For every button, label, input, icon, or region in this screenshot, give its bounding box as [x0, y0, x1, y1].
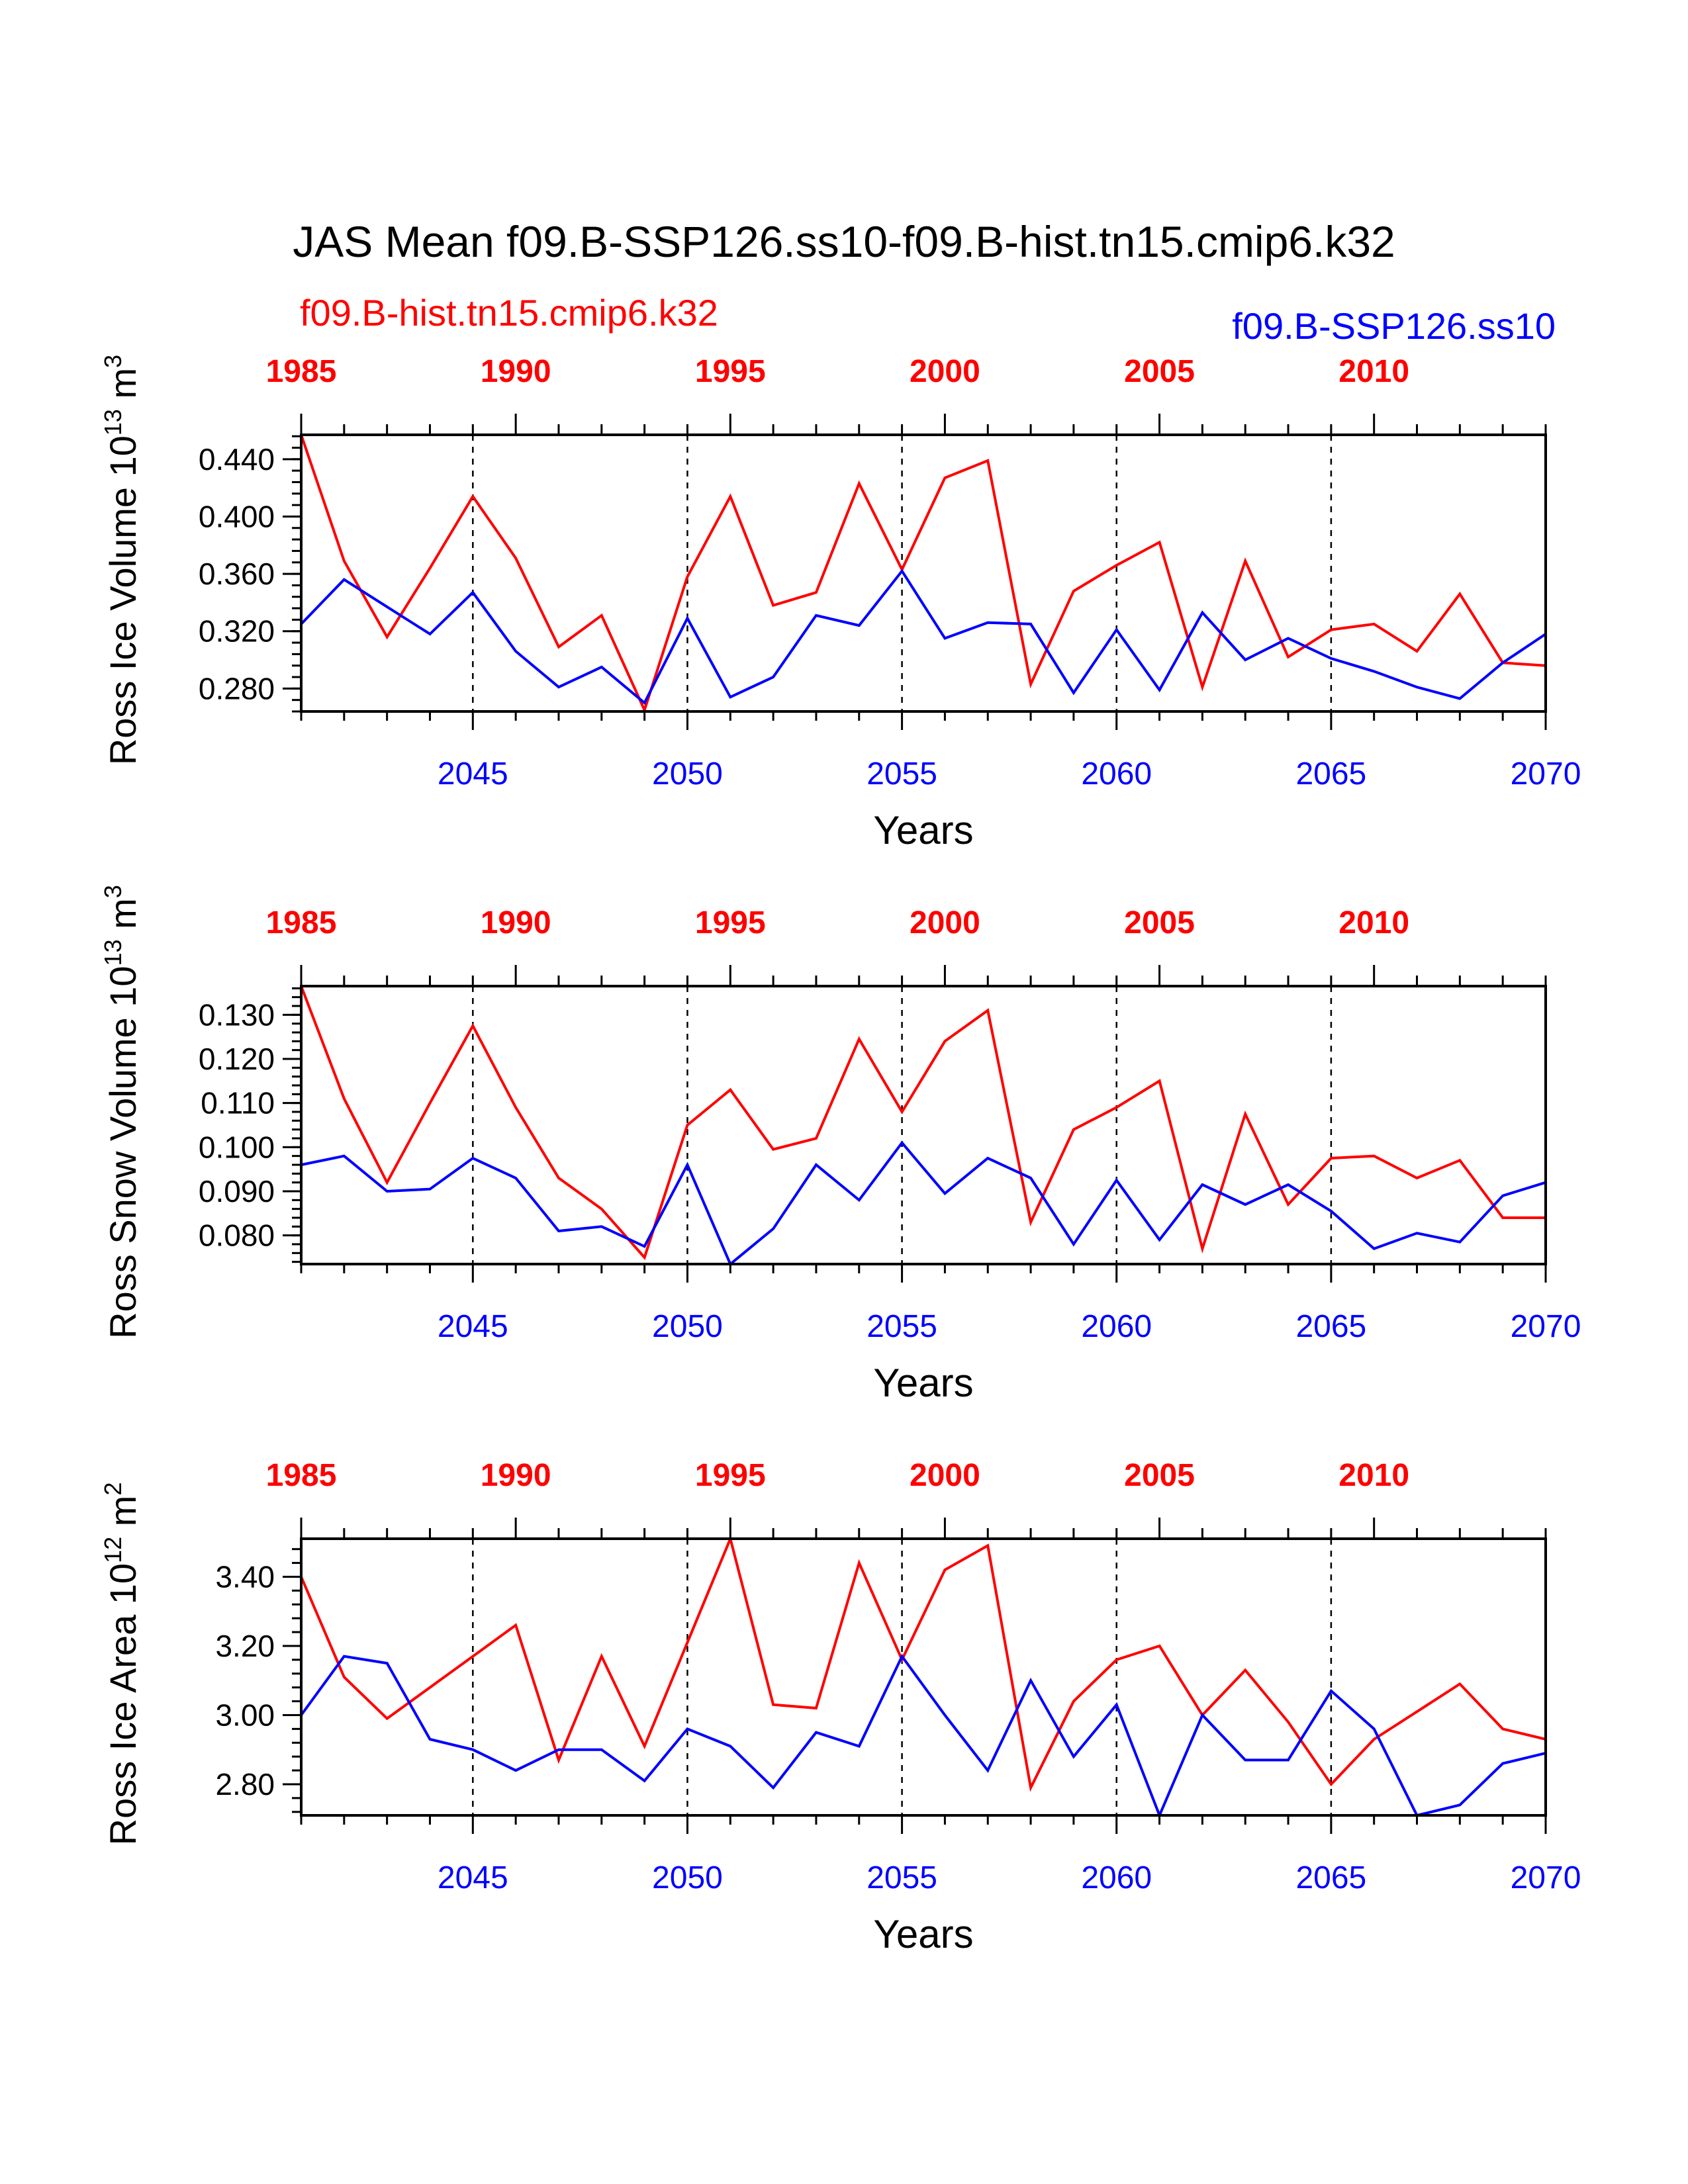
y-tick-label: 0.440	[199, 442, 275, 477]
x-tick-label-bottom: 2055	[867, 1860, 937, 1895]
x-tick-label-bottom: 2045	[438, 756, 508, 792]
y-tick-label: 0.110	[201, 1086, 275, 1120]
x-tick-label-top: 2010	[1338, 905, 1409, 940]
x-tick-label-bottom: 2065	[1295, 1309, 1366, 1344]
panel-2: 2045 2050 2055 2060 2065 2070 1985 1990 1995 2000…	[99, 885, 1581, 1405]
y-tick-label: 0.120	[199, 1042, 275, 1076]
x-tick-label-bottom: 2060	[1081, 756, 1152, 792]
x-tick-label-bottom: 2060	[1081, 1309, 1152, 1344]
x-tick-label-bottom: 2045	[438, 1860, 508, 1895]
x-tick-label-top: 2005	[1124, 1458, 1195, 1493]
x-tick-label-top: 2010	[1338, 354, 1409, 389]
x-tick-label-bottom: 2055	[867, 1309, 937, 1344]
series-line-hist	[300, 434, 1546, 714]
x-tick-label-bottom: 2070	[1511, 1309, 1581, 1344]
y-tick-label: 2.80	[215, 1767, 275, 1801]
x-tick-label-bottom: 2065	[1295, 756, 1366, 792]
series-line-ssp	[300, 1653, 1546, 1819]
x-tick-label-bottom: 2045	[438, 1309, 508, 1344]
y-tick-label: 0.400	[199, 499, 275, 533]
panel-3: 2045 2050 2055 2060 2065 2070 1985 1990 1995 2000…	[99, 1458, 1581, 1956]
x-tick-label-top: 1995	[695, 354, 766, 389]
x-tick-label-bottom: 2050	[652, 1860, 723, 1895]
y-tick-label: 3.40	[215, 1559, 275, 1594]
x-tick-label-top: 2010	[1338, 1458, 1409, 1493]
x-tick-label-top: 2000	[910, 354, 980, 389]
legend-ssp-label: f09.B-SSP126.ss10	[1232, 305, 1556, 347]
x-tick-label-bottom: 2065	[1295, 1860, 1366, 1895]
y-tick-label: 0.360	[199, 557, 275, 591]
x-tick-label-bottom: 2050	[652, 756, 723, 792]
chart-title: JAS Mean f09.B-SSP126.ss10-f09.B-hist.tn…	[293, 217, 1395, 266]
x-axis-title: Years	[873, 1912, 973, 1956]
x-tick-label-top: 1995	[695, 905, 766, 940]
y-axis-title: Ross Ice Area 1012 m2	[99, 1482, 144, 1846]
x-tick-label-top: 1985	[266, 1458, 337, 1493]
legend-hist-label: f09.B-hist.tn15.cmip6.k32	[300, 292, 718, 334]
y-tick-label: 0.100	[199, 1130, 275, 1164]
x-tick-label-bottom: 2050	[652, 1309, 723, 1344]
x-tick-label-top: 2005	[1124, 354, 1195, 389]
series-line-ssp	[301, 1140, 1546, 1267]
y-tick-label: 0.130	[199, 997, 275, 1032]
x-tick-label-top: 1990	[481, 354, 551, 389]
series-line-hist	[300, 1534, 1546, 1792]
x-tick-label-top: 1990	[481, 1458, 551, 1493]
y-tick-label: 0.090	[199, 1174, 275, 1208]
x-tick-label-bottom: 2055	[867, 756, 937, 792]
y-tick-label: 3.20	[215, 1629, 275, 1663]
plot-frame	[300, 985, 1547, 1265]
x-tick-label-top: 1995	[695, 1458, 766, 1493]
x-tick-label-top: 2000	[910, 1458, 980, 1493]
chart-panels: 2045 2050 2055 2060 2065 2070 1985 1990 1995 2000…	[99, 354, 1581, 1956]
x-tick-label-bottom: 2070	[1511, 1860, 1581, 1895]
x-tick-label-top: 2000	[910, 905, 980, 940]
x-tick-label-bottom: 2070	[1511, 756, 1581, 792]
plot-frame	[300, 1537, 1547, 1817]
y-tick-label: 0.320	[199, 614, 275, 649]
x-tick-label-top: 2005	[1124, 905, 1195, 940]
y-tick-label: 0.280	[199, 671, 275, 705]
x-axis-title: Years	[873, 808, 973, 852]
series-line-ssp	[300, 569, 1547, 705]
x-tick-label-top: 1985	[266, 905, 337, 940]
y-axis-title: Ross Ice Volume 1013 m3	[99, 355, 144, 765]
series-line-hist	[300, 985, 1546, 1260]
y-tick-label: 3.00	[215, 1698, 275, 1732]
x-axis-title: Years	[873, 1361, 973, 1405]
x-tick-label-top: 1990	[481, 905, 551, 940]
x-tick-label-top: 1985	[266, 354, 337, 389]
y-axis-title: Ross Snow Volume 1013 m3	[99, 885, 144, 1339]
panel-1: 2045 2050 2055 2060 2065 2070 1985 1990 1995 2000…	[99, 354, 1581, 852]
x-tick-label-bottom: 2060	[1081, 1860, 1152, 1895]
y-tick-label: 0.080	[199, 1218, 275, 1253]
